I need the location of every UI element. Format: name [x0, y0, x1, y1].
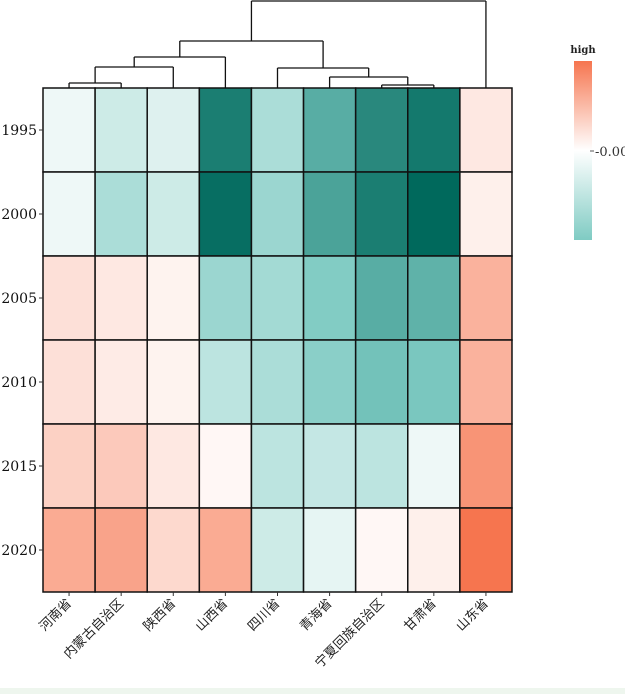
color-legend: high -0.00 — [570, 45, 625, 240]
heatmap-cell — [42, 255, 96, 341]
heatmap-cell — [198, 507, 253, 593]
row-label: 2010 — [1, 375, 37, 391]
heatmap-cell — [407, 507, 461, 593]
heatmap-cell — [94, 423, 148, 509]
heatmap-cell — [302, 423, 357, 509]
heatmap-cell — [42, 423, 96, 509]
heatmap-cell — [354, 339, 409, 425]
heatmap-cell — [146, 507, 201, 593]
column-label: 山东省 — [454, 596, 492, 634]
heatmap-cell — [459, 339, 513, 425]
heatmap-cell — [250, 507, 305, 593]
heatmap-cell — [146, 171, 201, 257]
heatmap-cell — [459, 87, 513, 173]
heatmap-cell — [250, 87, 305, 173]
column-label: 青海省 — [297, 596, 335, 634]
heatmap-cell — [407, 171, 461, 257]
heatmap-cell — [250, 339, 305, 425]
heatmap-cell — [354, 171, 409, 257]
row-label: 2020 — [1, 543, 37, 559]
heatmap-cell — [302, 507, 357, 593]
column-label: 四川省 — [245, 596, 283, 634]
row-label: 2015 — [1, 459, 37, 475]
heatmap-cell — [302, 339, 357, 425]
column-label: 山西省 — [193, 596, 231, 634]
bottom-strip — [0, 688, 625, 694]
heatmap-cell — [146, 87, 201, 173]
legend-tick-label: -0.00 — [595, 145, 625, 160]
heatmap-cell — [407, 255, 461, 341]
heatmap-cell — [354, 423, 409, 509]
row-label: 1995 — [1, 123, 37, 139]
heatmap-cell — [354, 507, 409, 593]
heatmap-cell — [198, 255, 253, 341]
heatmap-cell — [198, 423, 253, 509]
row-labels: 1995 2000 2005 2010 2015 2020 — [1, 123, 43, 559]
heatmap-cell — [302, 171, 357, 257]
heatmap-cell — [302, 255, 357, 341]
heatmap-cell — [459, 171, 513, 257]
heatmap-cell — [354, 255, 409, 341]
column-label: 陕西省 — [141, 596, 179, 634]
heatmap-cell — [146, 255, 201, 341]
heatmap-cell — [407, 87, 461, 173]
legend-title: high — [570, 45, 596, 56]
heatmap-cell — [302, 87, 357, 173]
column-label: 甘肃省 — [401, 596, 439, 634]
row-label: 2000 — [1, 207, 37, 223]
heatmap-cell — [146, 423, 201, 509]
heatmap-cell — [42, 87, 96, 173]
heatmap-cell — [42, 339, 96, 425]
heatmap-cell — [198, 339, 253, 425]
heatmap-cell — [94, 171, 148, 257]
row-label: 2005 — [1, 291, 37, 307]
heatmap-cell — [250, 423, 305, 509]
heatmap-cell — [250, 255, 305, 341]
legend-color-bar — [574, 61, 592, 240]
heatmap-cell — [250, 171, 305, 257]
heatmap-cell — [407, 423, 461, 509]
heatmap-cell — [198, 87, 253, 173]
heatmap-cell — [459, 255, 513, 341]
heatmap-cell — [459, 423, 513, 509]
heatmap-cell — [354, 87, 409, 173]
heatmap-cell — [146, 339, 201, 425]
heatmap-cells — [42, 87, 513, 593]
heatmap-cell — [94, 87, 148, 173]
heatmap-cell — [94, 255, 148, 341]
heatmap-cell — [94, 507, 148, 593]
heatmap-cell — [198, 171, 253, 257]
heatmap-cell — [407, 339, 461, 425]
heatmap-cell — [459, 507, 513, 593]
heatmap-cell — [42, 171, 96, 257]
heatmap-cell — [94, 339, 148, 425]
heatmap-cell — [42, 507, 96, 593]
column-label: 河南省 — [36, 596, 75, 635]
column-dendrogram — [68, 0, 487, 88]
